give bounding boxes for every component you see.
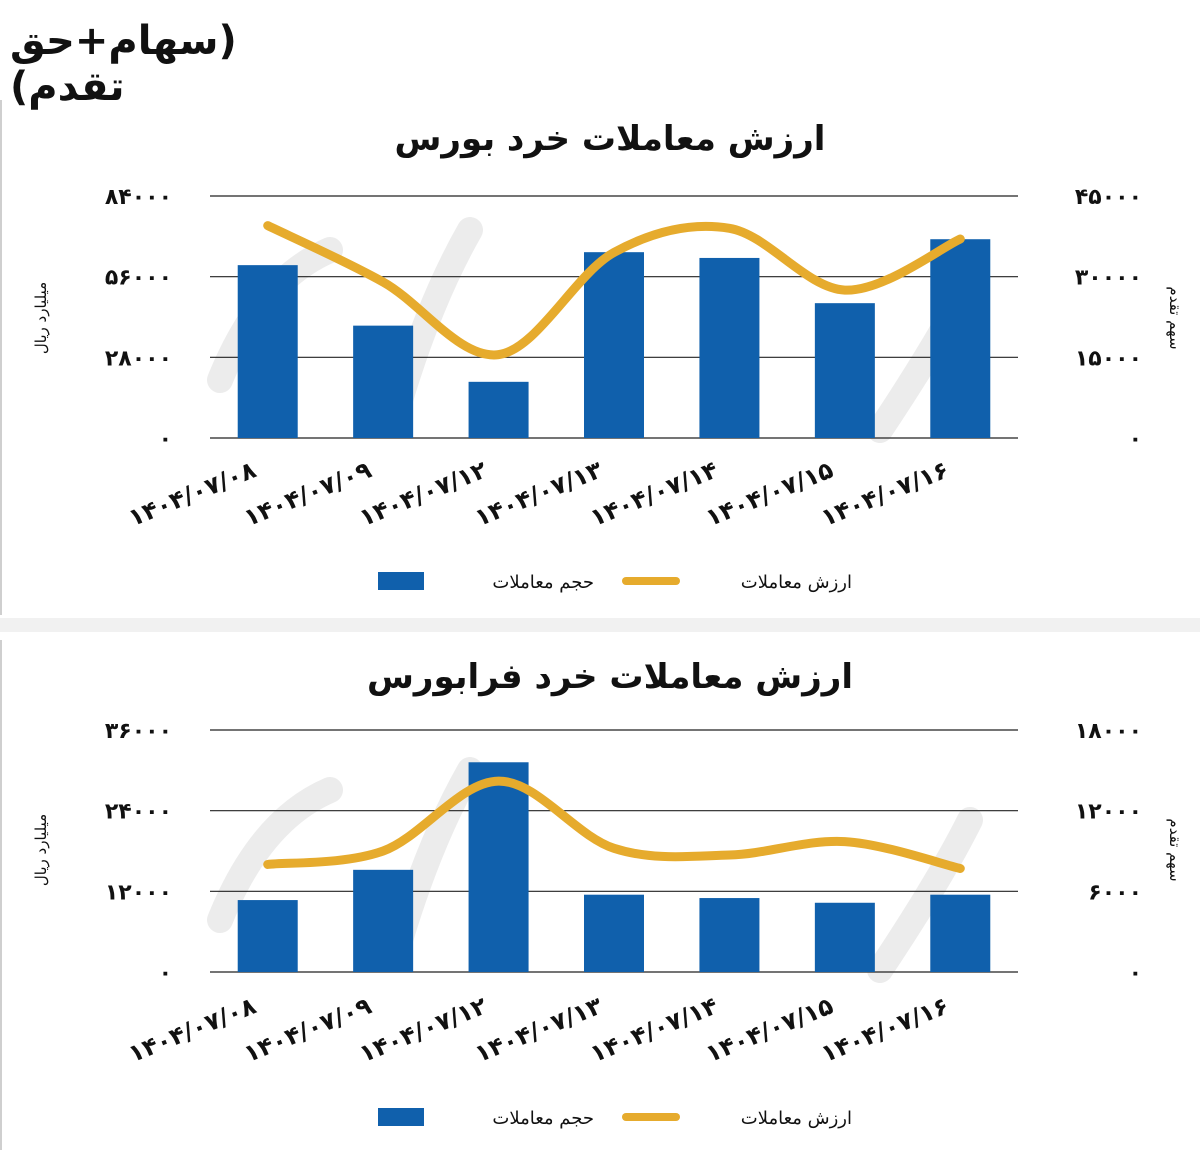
header-label: (سهام+حق تقدم) — [10, 18, 237, 110]
bar — [814, 303, 875, 438]
value-line — [263, 776, 965, 873]
line-point — [382, 281, 384, 283]
bar — [353, 325, 414, 438]
bar — [237, 900, 298, 972]
y2-tick-label: ۳۰۰۰۰ — [1075, 266, 1142, 291]
y-tick-label: ۱۲۰۰۰ — [105, 880, 172, 905]
line-point — [844, 289, 846, 291]
y-axis-title: میلیارد ریال — [32, 282, 50, 354]
line-point — [498, 780, 500, 782]
y2-tick-label: ۱۵۰۰۰ — [1075, 346, 1142, 371]
bar — [814, 902, 875, 972]
chart-title: ارزش معاملات خرد فرابورس — [367, 657, 853, 697]
bar — [237, 265, 298, 438]
bourse-chart: ارزش معاملات خرد بورس ۰ ۰ ۲۸۰۰۰ ۱۵۰۰۰ ۵۶۰۰۰ ۳۰… — [32, 119, 1184, 593]
line-point — [728, 854, 730, 856]
y-tick-label: ۸۴۰۰۰ — [105, 185, 172, 210]
legend: حجم معاملات ارزش معاملات — [378, 572, 852, 593]
legend-bar-swatch — [378, 572, 424, 590]
legend-bar-label: حجم معاملات — [492, 1108, 594, 1129]
line-point — [728, 227, 730, 229]
panel-edge-top — [0, 100, 2, 615]
y-tick-label: ۰ — [159, 961, 172, 986]
bar — [584, 894, 644, 972]
y2-axis-title: سهم تقدم — [1166, 818, 1184, 881]
line-point — [613, 251, 615, 253]
y2-tick-label: ۰ — [1129, 961, 1142, 986]
line-point — [613, 847, 615, 849]
y2-axis-title: سهم تقدم — [1166, 286, 1184, 349]
bar — [699, 898, 760, 972]
bar — [468, 381, 529, 438]
y-tick-label: ۵۶۰۰۰ — [105, 266, 172, 291]
line-point — [267, 225, 269, 227]
x-tick-label: ۱۴۰۴/۰۷/۱۶ — [817, 992, 952, 1068]
bar — [584, 252, 644, 438]
panel-edge-bottom — [0, 640, 2, 1150]
x-tick-label: ۱۴۰۴/۰۷/۱۳ — [471, 991, 607, 1068]
legend-line-label: ارزش معاملات — [741, 1108, 852, 1129]
legend-line-label: ارزش معاملات — [741, 572, 852, 593]
y-tick-label: ۰ — [159, 427, 172, 452]
bar — [930, 894, 991, 972]
bar — [930, 239, 991, 438]
legend: حجم معاملات ارزش معاملات — [378, 1108, 852, 1129]
y-axis-title: میلیارد ریال — [32, 814, 50, 886]
bar — [468, 762, 529, 972]
y2-tick-label: ۰ — [1129, 427, 1142, 452]
y2-tick-label: ۱۲۰۰۰ — [1075, 800, 1142, 825]
x-tick-label: ۱۴۰۴/۰۷/۱۲ — [355, 991, 491, 1068]
line-point — [382, 850, 384, 852]
line-point — [267, 863, 269, 865]
chart-title: ارزش معاملات خرد بورس — [395, 119, 826, 159]
x-tick-label: ۱۴۰۴/۰۷/۱۴ — [586, 992, 721, 1068]
bar — [353, 869, 414, 972]
x-tick-label: ۱۴۰۴/۰۷/۰۸ — [125, 991, 261, 1068]
line-point — [959, 238, 961, 240]
y-tick-label: ۲۴۰۰۰ — [105, 800, 172, 825]
legend-bar-label: حجم معاملات — [492, 572, 594, 593]
line-point — [498, 354, 500, 356]
y2-tick-label: ۱۸۰۰۰ — [1075, 719, 1142, 744]
panel-divider — [0, 618, 1200, 632]
x-tick-label: ۱۴۰۴/۰۷/۰۹ — [240, 991, 376, 1068]
bar — [699, 257, 760, 438]
y2-tick-label: ۶۰۰۰ — [1088, 880, 1142, 905]
y-tick-label: ۲۸۰۰۰ — [105, 346, 172, 371]
legend-bar-swatch — [378, 1108, 424, 1126]
line-point — [844, 841, 846, 843]
line-point — [959, 867, 961, 869]
y-tick-label: ۳۶۰۰۰ — [105, 719, 172, 744]
x-tick-label: ۱۴۰۴/۰۷/۱۵ — [702, 992, 837, 1068]
y2-tick-label: ۴۵۰۰۰ — [1075, 185, 1142, 210]
